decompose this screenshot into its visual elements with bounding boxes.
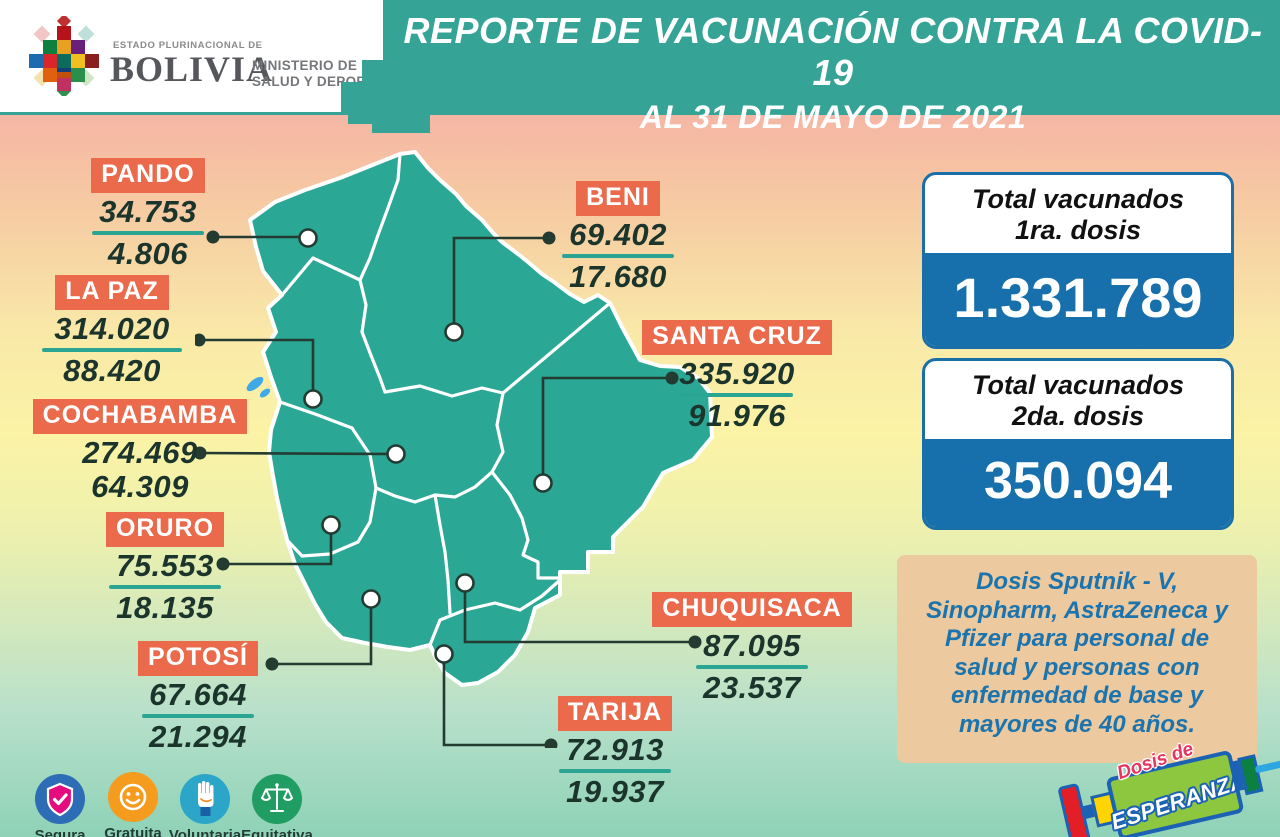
dept-dose2: 91.976 <box>688 398 786 433</box>
dept-name: COCHABAMBA <box>32 399 248 434</box>
total-second-dose-card: Total vacunados 2da. dosis 350.094 <box>922 358 1234 530</box>
dept-dose2: 4.806 <box>107 236 189 271</box>
marker-santa-cruz <box>533 473 553 493</box>
principle-label: Voluntaria <box>168 827 242 837</box>
dept-dose1: 75.553 <box>116 548 214 583</box>
total-label-line2: 2da. dosis <box>1011 401 1145 431</box>
total-second-dose-label: Total vacunados 2da. dosis <box>925 361 1231 439</box>
marker-oruro <box>321 515 341 535</box>
shield-check-icon <box>35 774 85 824</box>
dept-label-potosi: POTOSÍ 67.664 21.294 <box>103 641 293 752</box>
divider <box>142 714 254 718</box>
logo-country: BOLIVIA <box>110 49 274 89</box>
divider <box>562 254 674 258</box>
logo-panel: ESTADO PLURINACIONAL DE BOLIVIA MINISTER… <box>0 0 383 112</box>
dept-name: CHUQUISACA <box>652 592 852 627</box>
balance-scale-icon <box>252 774 302 824</box>
dept-label-santa-cruz: SANTA CRUZ 335.920 91.976 <box>617 320 857 431</box>
total-label-line2: 1ra. dosis <box>1014 215 1142 245</box>
marker-potosi <box>361 589 381 609</box>
bolivia-map <box>195 150 714 748</box>
dept-label-la-paz: LA PAZ 314.020 88.420 <box>12 275 212 386</box>
principle-gratuita: Gratuita <box>91 771 175 837</box>
dept-dose1: 87.095 <box>703 628 801 663</box>
dept-dose2: 88.420 <box>63 353 161 388</box>
dept-label-chuquisaca: CHUQUISACA 87.095 23.537 <box>632 592 872 703</box>
principle-voluntaria: Voluntaria <box>163 773 247 837</box>
dept-name: BENI <box>576 181 660 216</box>
dept-dose1: 314.020 <box>54 311 170 346</box>
bolivia-outline <box>248 150 714 687</box>
raised-hand-icon <box>180 774 230 824</box>
dept-dose1: 335.920 <box>679 356 795 391</box>
dept-name: LA PAZ <box>55 275 169 310</box>
smiley-icon <box>108 772 158 822</box>
principle-equitativa: Equitativa <box>235 773 319 837</box>
lake-titicaca <box>246 376 271 398</box>
department-borders <box>278 152 612 647</box>
marker-la-paz <box>303 389 323 409</box>
dept-name: POTOSÍ <box>137 641 258 676</box>
total-label-line1: Total vacunados <box>971 370 1185 400</box>
marker-tarija <box>434 644 454 664</box>
dept-dose2: 18.135 <box>116 590 214 625</box>
header-step <box>372 115 430 133</box>
dept-dose1: 274.469 <box>82 435 198 470</box>
dept-label-oruro: ORURO 75.553 18.135 <box>70 512 260 623</box>
dept-dose2: 64.309 <box>91 469 189 504</box>
title-line1: REPORTE DE VACUNACIÓN CONTRA LA COVID-19 <box>403 10 1263 93</box>
divider <box>681 393 793 397</box>
marker-pando <box>298 228 318 248</box>
vaccine-note-text: Dosis Sputnik - V, Sinopharm, AstraZenec… <box>926 568 1228 738</box>
dept-name: PANDO <box>91 158 205 193</box>
principle-segura: Segura <box>18 773 102 837</box>
total-first-dose-card: Total vacunados 1ra. dosis 1.331.789 <box>922 172 1234 349</box>
dept-dose1: 34.753 <box>99 194 197 229</box>
total-first-dose-label: Total vacunados 1ra. dosis <box>925 175 1231 253</box>
dept-dose2: 23.537 <box>703 670 801 705</box>
divider <box>696 665 808 669</box>
marker-cochabamba <box>386 444 406 464</box>
principle-label: Segura <box>34 827 86 837</box>
vaccine-note-box: Dosis Sputnik - V, Sinopharm, AstraZenec… <box>897 555 1257 763</box>
page-title: REPORTE DE VACUNACIÓN CONTRA LA COVID-19… <box>400 10 1266 136</box>
dept-label-tarija: TARIJA 72.913 19.937 <box>520 696 710 807</box>
divider <box>42 348 182 352</box>
header-step <box>348 115 378 124</box>
principle-label: Equitativa <box>241 827 313 837</box>
dept-dose2: 17.680 <box>569 259 667 294</box>
bolivia-chakana-logo <box>29 16 99 96</box>
marker-chuquisaca <box>455 573 475 593</box>
dept-dose1: 67.664 <box>149 677 247 712</box>
dept-dose1: 72.913 <box>566 732 664 767</box>
divider <box>109 585 221 589</box>
dept-label-beni: BENI 69.402 17.680 <box>523 181 713 292</box>
ministry-line1: MINISTERIO DE <box>252 58 358 73</box>
total-second-dose-value: 350.094 <box>925 439 1231 527</box>
divider <box>559 769 671 773</box>
logo-small-text: ESTADO PLURINACIONAL DE <box>113 40 263 51</box>
dept-dose1: 69.402 <box>569 217 667 252</box>
dept-dose2: 19.937 <box>566 774 664 809</box>
principle-label: Gratuita <box>104 825 162 837</box>
connector-lines <box>199 235 695 747</box>
dept-label-cochabamba: COCHABAMBA 274.469 64.309 <box>20 399 260 502</box>
dept-name: SANTA CRUZ <box>642 320 832 355</box>
dept-name: TARIJA <box>557 696 673 731</box>
dept-name: ORURO <box>105 512 225 547</box>
dept-dose2: 21.294 <box>149 719 247 754</box>
divider <box>92 231 204 235</box>
total-first-dose-value: 1.331.789 <box>925 253 1231 346</box>
dept-label-pando: PANDO 34.753 4.806 <box>53 158 243 269</box>
total-label-line1: Total vacunados <box>971 184 1185 214</box>
title-line2: AL 31 DE MAYO DE 2021 <box>639 99 1027 135</box>
syringe-needle <box>1254 759 1280 774</box>
marker-beni <box>444 322 464 342</box>
connector-dots <box>195 230 702 748</box>
